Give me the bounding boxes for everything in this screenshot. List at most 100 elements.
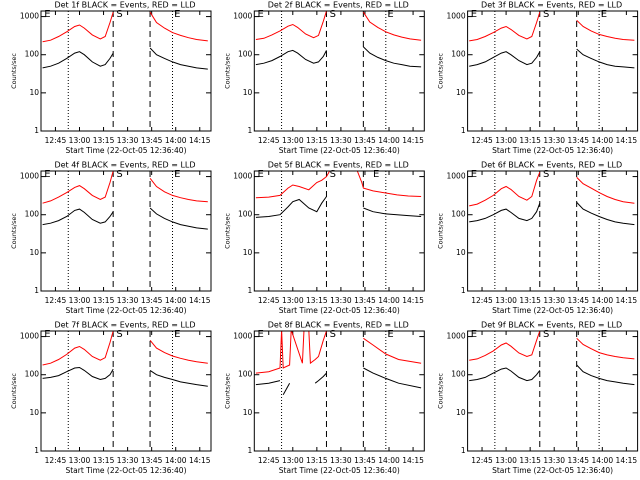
x-tick-label: 14:15 [402,456,424,465]
annotation: S [330,169,336,180]
y-axis-label: Counts/sec [223,373,231,409]
x-tick-label: 13:30 [117,456,139,465]
x-tick-label: 13:45 [354,136,376,145]
x-tick-label: 13:30 [543,456,565,465]
y-tick-label: 10 [29,408,39,417]
y-axis-label: Counts/sec [437,53,445,89]
annotation: S [116,329,122,340]
x-tick-label: 12:45 [258,296,280,305]
y-tick-label: 10 [243,408,253,417]
x-tick-label: 14:00 [165,296,187,305]
plot-frame [253,10,425,132]
y-tick-label: 10 [456,88,466,97]
panel: Det 1f BLACK = Events, RED = LLD Start Ti… [10,1,212,155]
annotation: S [543,9,549,20]
x-tick-label: 14:00 [592,136,614,145]
x-tick-label: 13:45 [567,296,589,305]
y-tick-label: 1000 [20,172,39,181]
x-axis-label: Start Time (22-Oct-05 12:36:40) [279,306,400,315]
y-tick-label: 1000 [447,172,466,181]
x-axis-label: Start Time (22-Oct-05 12:36:40) [65,146,186,155]
annotation: E [601,169,607,180]
chart-title: Det 8f BLACK = Events, RED = LLD [268,321,409,330]
x-axis-label: Start Time (22-Oct-05 12:36:40) [492,306,613,315]
chart-title: Det 2f BLACK = Events, RED = LLD [268,1,409,10]
plot-frame [467,170,639,292]
x-tick-label: 14:15 [402,296,424,305]
x-tick-label: 13:15 [93,136,115,145]
y-axis-label: Counts/sec [10,53,18,89]
y-tick-label: 10 [243,88,253,97]
x-tick-label: 13:45 [354,296,376,305]
plot-frame [40,170,212,292]
annotation: E [258,9,264,20]
y-tick-label: 10 [456,408,466,417]
plot-frame [467,10,639,132]
y-axis-label: Counts/sec [223,53,231,89]
series-line [469,172,635,207]
series-line [255,196,422,218]
series-line [255,11,422,41]
x-tick-label: 13:30 [543,136,565,145]
y-tick-label: 10 [243,248,253,257]
y-tick-label: 10 [29,88,39,97]
y-tick-label: 1 [248,286,253,295]
x-tick-label: 14:15 [616,296,638,305]
annotation: E [174,329,180,340]
y-axis-label: Counts/sec [437,213,445,249]
x-tick-label: 12:45 [258,456,280,465]
chart-title: Det 3f BLACK = Events, RED = LLD [481,1,622,10]
annotation: E [44,9,50,20]
x-tick-label: 13:15 [519,296,541,305]
x-tick-label: 13:00 [69,136,91,145]
y-tick-label: 100 [451,50,466,59]
y-tick-label: 1000 [233,332,252,341]
x-tick-label: 14:00 [165,456,187,465]
y-tick-label: 100 [238,50,253,59]
x-axis-label: Start Time (22-Oct-05 12:36:40) [279,146,400,155]
series-line [42,171,208,204]
x-tick-label: 14:00 [165,136,187,145]
x-tick-label: 13:30 [543,296,565,305]
panel: Det 3f BLACK = Events, RED = LLD Start Ti… [437,1,639,155]
x-tick-label: 12:45 [258,136,280,145]
x-tick-label: 14:15 [189,136,211,145]
x-axis-label: Start Time (22-Oct-05 12:36:40) [492,466,613,475]
y-tick-label: 10 [456,248,466,257]
panel: Det 4f BLACK = Events, RED = LLD Start Ti… [10,161,212,315]
y-tick-label: 1 [34,286,39,295]
series-line [469,12,635,42]
annotation: E [471,329,477,340]
y-tick-label: 100 [238,210,253,219]
x-axis-label: Start Time (22-Oct-05 12:36:40) [65,306,186,315]
y-tick-label: 100 [25,210,40,219]
panel: Det 8f BLACK = Events, RED = LLD Start Ti… [223,321,425,475]
annotation: E [174,169,180,180]
y-tick-label: 1000 [20,332,39,341]
annotation: S [116,9,122,20]
x-tick-label: 14:15 [402,136,424,145]
x-tick-label: 12:45 [45,296,67,305]
x-tick-label: 12:45 [471,456,493,465]
annotation: E [471,169,477,180]
chart-title: Det 9f BLACK = Events, RED = LLD [481,321,622,330]
y-axis-label: Counts/sec [223,213,231,249]
x-tick-label: 14:00 [592,296,614,305]
x-tick-label: 14:15 [616,456,638,465]
series-line [255,331,422,374]
y-tick-label: 1000 [233,172,252,181]
chart-title: Det 1f BLACK = Events, RED = LLD [54,1,195,10]
x-tick-label: 13:30 [330,136,352,145]
x-tick-label: 14:00 [592,456,614,465]
chart-title: Det 7f BLACK = Events, RED = LLD [54,321,195,330]
y-tick-label: 1000 [20,12,39,21]
series-line [42,366,208,387]
x-tick-label: 13:00 [69,296,91,305]
x-tick-label: 14:15 [189,296,211,305]
plot-frame [40,10,212,132]
x-tick-label: 13:30 [330,296,352,305]
y-tick-label: 1000 [447,332,466,341]
annotation: E [601,9,607,20]
plot-frame [253,330,425,452]
